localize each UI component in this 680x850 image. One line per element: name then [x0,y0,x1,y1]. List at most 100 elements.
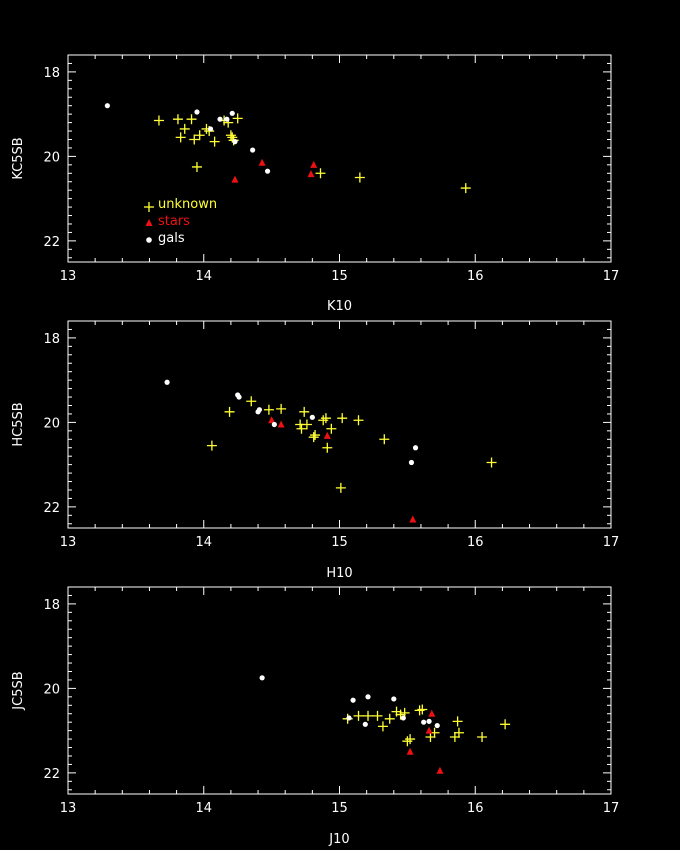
point-star [428,709,436,717]
point-star [409,515,417,523]
point-unknown [326,423,337,434]
point-unknown [425,731,436,742]
point-gal [391,696,397,702]
legend-unknown-label: unknown [158,197,217,212]
point-unknown [354,172,365,183]
point-star [310,160,318,168]
x-tick-label: 15 [331,269,348,284]
point-gal [256,407,263,413]
point-unknown [353,710,364,721]
point-gal [229,110,235,116]
point-gal [346,715,352,721]
panel-3: 13 14 15 16 17 18 20 22 J10 JC5SB [11,586,620,847]
point-gal [362,721,368,727]
point-unknown [186,114,197,125]
point-star [323,431,331,439]
point-gal [224,116,230,122]
point-gal [264,168,271,174]
point-unknown [263,404,274,415]
point-star [307,170,315,178]
point-gal [250,147,256,153]
legend-unknown-marker [144,202,154,212]
y-tick-label: 20 [43,416,60,431]
x-tick-label: 13 [60,801,77,816]
point-star [436,766,444,774]
point-unknown [377,721,388,732]
x-axis-label: H10 [326,566,352,581]
point-unknown [246,396,257,407]
point-star [268,416,276,424]
x-tick-label: 13 [60,269,77,284]
point-gal [207,126,214,132]
point-gal [194,109,200,115]
x-tick-label: 15 [331,535,348,550]
point-unknown [153,115,164,126]
point-unknown [417,704,428,715]
point-unknown [477,731,488,742]
point-unknown [315,168,326,179]
point-unknown [191,161,202,172]
y-tick-label: 20 [43,682,60,697]
x-axis-label: J10 [328,832,349,847]
x-tick-label: 15 [331,801,348,816]
point-gal [164,379,170,385]
point-unknown [372,710,383,721]
point-unknown [206,440,217,451]
point-unknown [209,136,220,147]
point-unknown [308,432,319,443]
y-axis-label: KC5SB [11,137,26,179]
point-star [277,420,285,428]
y-tick-label: 22 [43,501,60,516]
point-gal [309,414,315,420]
point-gal [426,718,432,724]
y-tick-label: 18 [43,598,60,613]
point-gal [259,675,265,681]
point-unknown [224,406,235,417]
point-gal [236,394,242,400]
x-tick-label: 14 [195,269,212,284]
point-unknown [189,134,200,145]
point-unknown [225,130,236,141]
point-unknown [179,123,190,134]
legend-gals-label: gals [158,231,185,246]
panel-1: 13 14 15 16 17 18 20 22 K10 KC5SB [11,54,619,314]
x-tick-label: 16 [467,801,484,816]
point-unknown [460,183,471,194]
point-unknown [320,413,331,424]
y-axis-label: HC5SB [11,402,26,446]
x-tick-label: 17 [603,535,620,550]
point-unknown [322,442,333,453]
point-unknown [395,709,406,720]
point-unknown [299,406,310,417]
point-gal [104,103,110,109]
point-unknown [194,130,205,141]
point-gal [350,697,356,703]
y-tick-label: 22 [43,235,60,250]
point-star [231,175,239,183]
point-gal [400,715,406,721]
legend-stars-marker [145,219,153,226]
point-star [406,747,414,755]
point-unknown [486,457,497,468]
point-unknown [172,114,183,125]
panel-2: 13 14 15 16 17 18 20 22 H10 HC5SB [11,320,620,581]
point-gal [412,445,419,451]
point-gal [365,694,371,700]
point-unknown [500,719,511,730]
x-tick-label: 17 [603,801,620,816]
x-tick-label: 16 [467,535,484,550]
point-unknown [379,434,390,445]
point-unknown [175,132,186,143]
point-gal [271,421,277,428]
point-gal [421,719,427,725]
point-unknown [337,413,348,424]
point-unknown [405,734,416,745]
point-unknown [296,423,307,434]
y-tick-label: 20 [43,150,60,165]
point-unknown [232,113,243,124]
x-tick-label: 16 [467,269,484,284]
point-unknown [335,482,346,493]
y-axis-label: JC5SB [11,671,26,710]
